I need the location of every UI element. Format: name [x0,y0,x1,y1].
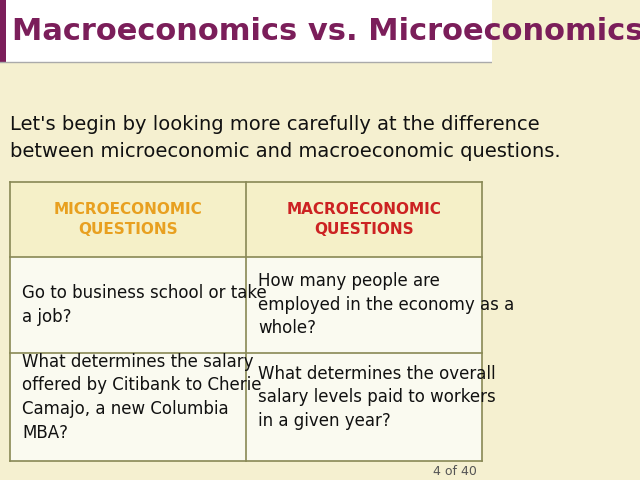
Bar [10,182,483,257]
Text: Macroeconomics vs. Microeconomics: Macroeconomics vs. Microeconomics [12,17,640,46]
Text: MICROECONOMIC
QUESTIONS: MICROECONOMIC QUESTIONS [54,202,202,237]
Bar [10,353,483,461]
Bar [0,0,6,62]
Text: MACROECONOMIC
QUESTIONS: MACROECONOMIC QUESTIONS [287,202,442,237]
Bar [0,0,492,62]
Text: How many people are
employed in the economy as a
whole?: How many people are employed in the econ… [259,272,515,337]
Text: Let's begin by looking more carefully at the difference
between microeconomic an: Let's begin by looking more carefully at… [10,115,561,161]
Text: What determines the overall
salary levels paid to workers
in a given year?: What determines the overall salary level… [259,365,496,430]
Text: Go to business school or take
a job?: Go to business school or take a job? [22,284,267,325]
Bar [10,257,483,353]
Text: What determines the salary
offered by Citibank to Cherie
Camajo, a new Columbia
: What determines the salary offered by Ci… [22,353,262,442]
Text: 4 of 40: 4 of 40 [433,465,477,478]
